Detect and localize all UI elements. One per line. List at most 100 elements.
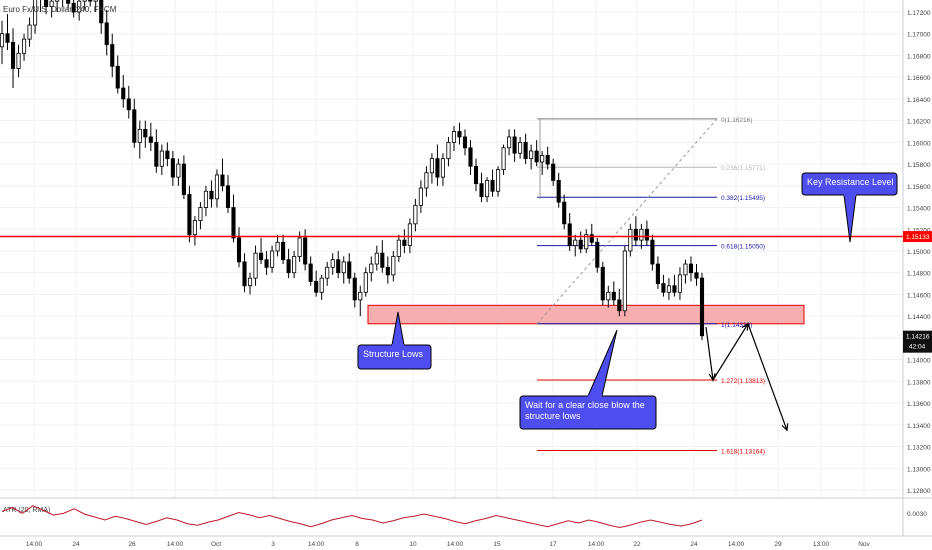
arrow-head-icon	[781, 423, 789, 432]
candle	[534, 140, 539, 167]
candle	[545, 146, 550, 170]
candle	[562, 194, 567, 230]
candle	[369, 256, 374, 282]
key-resistance-text: Key Resistance Level	[807, 177, 894, 187]
candle	[88, 0, 93, 7]
candle	[247, 272, 253, 295]
candle	[143, 120, 148, 148]
candle	[688, 256, 694, 282]
candle	[5, 14, 10, 51]
candle	[62, 0, 64, 7]
candle	[121, 75, 126, 108]
candle	[683, 259, 688, 284]
candle	[666, 278, 671, 300]
candle	[457, 122, 462, 145]
candle	[49, 0, 54, 18]
candle	[628, 223, 633, 257]
candle	[330, 253, 335, 275]
price-tick: 1.17200	[907, 10, 931, 17]
candle	[429, 153, 434, 184]
price-tick: 1.13000	[907, 466, 931, 473]
candle	[440, 153, 445, 186]
structure-lows-callout[interactable]: Structure Lows	[357, 311, 432, 370]
candle	[661, 274, 666, 297]
candle	[490, 169, 495, 197]
structure-lows-text: Structure Lows	[363, 349, 424, 359]
price-tick: 1.14000	[907, 358, 931, 365]
candle	[214, 169, 220, 208]
fib-level-label: 1(1.14330)	[721, 322, 752, 329]
candle	[435, 144, 440, 186]
candle	[650, 234, 655, 271]
time-tick: 13:00	[813, 541, 830, 548]
grid	[0, 0, 903, 498]
candle	[501, 144, 506, 175]
resistance-price-badge: 1.15133	[903, 231, 932, 243]
time-tick: 26	[128, 541, 136, 548]
candle	[44, 0, 49, 15]
time-tick: 24	[72, 541, 80, 548]
candle	[396, 234, 401, 262]
time-tick: 22	[633, 541, 641, 548]
candle	[325, 261, 330, 286]
time-tick: Oct	[211, 541, 221, 548]
candle	[21, 33, 27, 61]
candle	[176, 158, 181, 186]
chart-title: Euro Fx/U.S. Dollar, 240, FXCM	[3, 5, 117, 14]
candle	[187, 185, 192, 243]
candle	[33, 0, 38, 34]
candle	[584, 229, 589, 254]
time-tick: 3	[271, 541, 275, 548]
candle	[27, 17, 32, 47]
price-axis[interactable]: 1.17200 1.17000 1.16800 1.16600 1.16400 1.162…	[903, 10, 932, 495]
candle	[77, 0, 82, 21]
candle	[622, 245, 627, 317]
candle	[694, 264, 699, 286]
time-tick: 10	[409, 541, 417, 548]
price-tick: 1.17000	[907, 32, 931, 39]
key-resistance-callout[interactable]: Key Resistance Level	[801, 172, 898, 243]
candle	[10, 28, 16, 89]
projected-price-path[interactable]	[705, 322, 788, 431]
time-tick: 14:00	[588, 541, 605, 548]
candle	[319, 274, 324, 300]
candle	[225, 174, 231, 213]
time-tick: 14:00	[447, 541, 464, 548]
candle	[231, 194, 236, 243]
wait-close-callout[interactable]: Wait for a clear close blow thestructure…	[519, 329, 657, 430]
candle	[132, 98, 137, 148]
candle	[303, 229, 308, 271]
candle	[314, 270, 319, 297]
candle	[165, 142, 170, 167]
candle	[0, 20, 5, 65]
candle	[82, 0, 87, 10]
fib-level-label: 0.618(1.15050)	[721, 244, 765, 251]
candle	[99, 0, 104, 34]
candle	[699, 272, 705, 341]
price-tick: 1.12800	[907, 488, 931, 495]
candle	[148, 122, 153, 152]
candle	[104, 9, 109, 56]
candle	[595, 237, 600, 273]
time-tick: 15	[493, 541, 501, 548]
candle	[259, 237, 264, 265]
candle	[462, 129, 468, 156]
candle	[589, 223, 594, 246]
time-axis[interactable]: 14:00 24 26 14:00 Oct 3 14:00 8 10 14:00 15 17 14:00…	[26, 541, 871, 548]
candle	[418, 180, 423, 213]
candle	[391, 251, 396, 282]
candle	[540, 151, 545, 175]
candle	[286, 248, 291, 279]
candle	[363, 267, 368, 297]
price-tick: 1.16000	[907, 140, 931, 147]
price-tick: 1.15600	[907, 184, 931, 191]
candle	[672, 274, 677, 297]
fib-level-label: 0.382(1.15495)	[721, 195, 765, 202]
candle	[347, 253, 352, 284]
candle	[600, 261, 605, 306]
candle	[126, 85, 131, 119]
candle	[611, 281, 616, 306]
price-tick: 1.13600	[907, 401, 931, 408]
candle	[507, 129, 512, 156]
